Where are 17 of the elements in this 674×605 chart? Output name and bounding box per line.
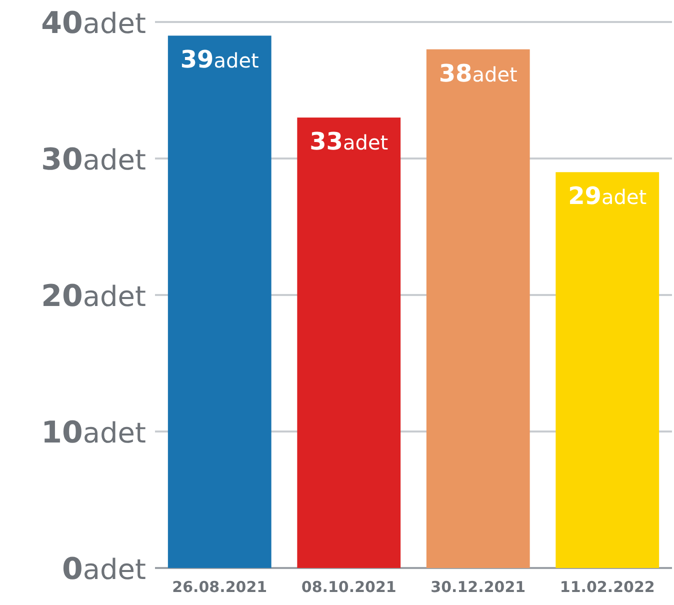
x-tick-label: 26.08.2021: [172, 578, 268, 596]
x-tick-label: 11.02.2022: [560, 578, 655, 596]
y-tick-label: 40adet: [41, 6, 146, 41]
data-label: 39adet: [180, 46, 260, 74]
y-tick-label: 30adet: [41, 142, 146, 178]
data-label: 33adet: [310, 128, 388, 156]
bar: [168, 36, 272, 568]
bar: [297, 118, 401, 568]
data-label: 29adet: [568, 182, 647, 210]
data-label: 38adet: [438, 59, 518, 88]
bar: [556, 172, 660, 568]
y-tick-label: 20adet: [41, 279, 146, 314]
x-tick-label: 30.12.2021: [430, 578, 526, 596]
y-tick-label: 10adet: [41, 416, 146, 450]
bar: [426, 49, 530, 568]
y-tick-label: 0adet: [62, 552, 146, 587]
x-tick-label: 08.10.2021: [301, 578, 396, 596]
